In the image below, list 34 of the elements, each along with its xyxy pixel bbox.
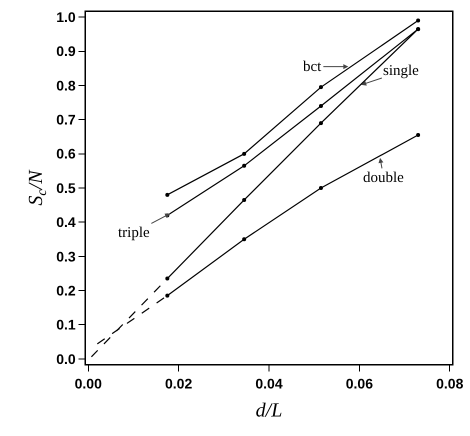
point [318,186,323,190]
point [242,237,246,242]
x-tick-label: 0.08 [436,375,464,392]
y-tick-label: 0.3 [56,248,76,264]
y-tick-label: 1.0 [56,9,76,26]
y-tick-label: 0.0 [56,350,76,367]
point [318,85,323,90]
annotation: triple [118,225,150,241]
y-tick-label: 0.7 [56,112,76,128]
y-tick-label: 0.5 [56,180,76,196]
annotation: bct [303,59,322,75]
y-tick-label: 0.1 [56,316,76,333]
point [242,152,246,156]
point [242,198,246,202]
y-tick-label: 0.2 [56,282,76,298]
x-tick-label: 0.00 [74,375,102,392]
annotation: double [363,170,404,186]
y-tick-label: 0.6 [56,146,76,162]
x-tick-label: 0.04 [255,375,283,392]
point [318,104,323,108]
point [416,18,420,23]
x-axis-title: d/L [256,400,282,422]
y-tick-label: 0.9 [56,43,76,60]
y-tick-label: 0.8 [56,77,76,94]
x-tick-label: 0.06 [346,375,374,392]
point [165,294,170,298]
point [318,121,323,126]
point [165,276,170,281]
x-tick-label: 0.02 [165,375,192,392]
annotation: single [383,63,420,79]
point [165,192,170,197]
point [416,133,420,138]
y-tick-label: 0.4 [56,214,76,230]
point [242,164,246,168]
